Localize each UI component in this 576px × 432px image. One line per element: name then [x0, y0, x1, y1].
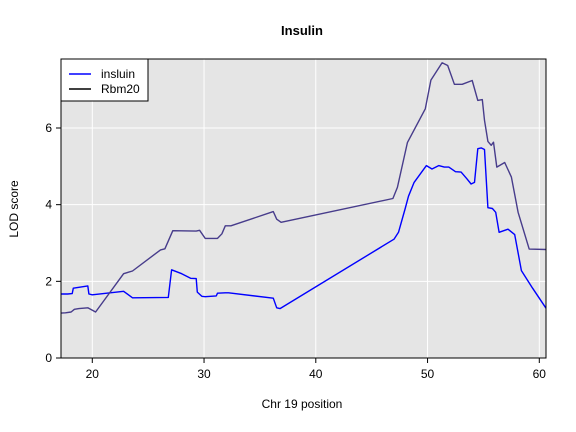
series-lines [60, 62, 547, 314]
x-tick-label: 20 [86, 367, 100, 381]
axis-ticks: 20 30 40 50 60 0 2 4 6 [45, 121, 546, 381]
x-tick-label: 30 [197, 367, 211, 381]
x-axis-label: Chr 19 position [262, 397, 343, 411]
legend: insluin Rbm20 [60, 58, 149, 102]
chart-title: Insulin [281, 23, 323, 38]
plot-background [61, 59, 546, 358]
y-tick-label: 2 [45, 274, 52, 288]
legend-label-rbm20: Rbm20 [101, 82, 140, 96]
legend-label-insluin: insluin [101, 67, 135, 81]
y-tick-label: 4 [45, 198, 52, 212]
series-line-rbm20 [60, 62, 547, 314]
series-line-insluin [61, 147, 547, 310]
x-tick-label: 60 [533, 367, 547, 381]
x-tick-label: 40 [309, 367, 323, 381]
y-tick-label: 0 [45, 351, 52, 365]
plot-frame [60, 58, 547, 359]
x-tick-label: 50 [421, 367, 435, 381]
y-tick-label: 6 [45, 121, 52, 135]
legend-box [60, 58, 149, 102]
y-axis-label: LOD score [7, 180, 21, 238]
